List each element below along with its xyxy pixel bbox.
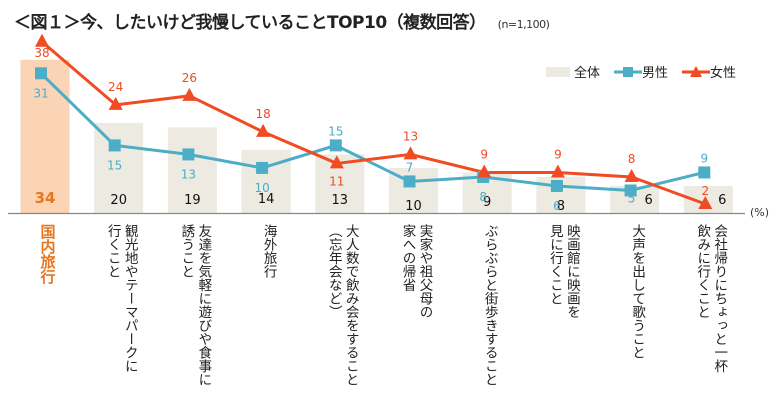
marker-male bbox=[624, 184, 637, 197]
marker-female bbox=[477, 164, 492, 178]
legend-item-male: 男性 bbox=[614, 62, 668, 81]
category-label: 観光地やテーマパークに 行くこと bbox=[104, 224, 138, 373]
marker-male bbox=[550, 179, 563, 192]
category-label: 友達を気軽に遊びや食事に 誘うこと bbox=[178, 224, 212, 386]
marker-male bbox=[256, 161, 269, 174]
female-value-label: 38 bbox=[34, 46, 49, 60]
male-value-label: 31 bbox=[33, 86, 48, 100]
female-value-label: 11 bbox=[329, 174, 344, 188]
marker-female bbox=[624, 168, 639, 182]
chart-title-text: ＜図１＞今、したいけど我慢していることTOP10（複数回答） bbox=[14, 13, 486, 33]
legend-label-male: 男性 bbox=[642, 66, 669, 81]
category-label: 大人数で飲み会をすること （忘年会など） bbox=[325, 224, 359, 386]
female-value-label: 26 bbox=[182, 71, 197, 85]
marker-male bbox=[329, 139, 342, 152]
male-value-label: 7 bbox=[406, 160, 414, 174]
legend-swatch-female bbox=[682, 65, 711, 77]
male-value-label: 10 bbox=[254, 181, 269, 195]
legend: 全体 男性 女性 bbox=[546, 62, 750, 81]
legend-label-overall: 全体 bbox=[574, 66, 601, 81]
male-value-label: 9 bbox=[700, 151, 708, 165]
female-value-label: 2 bbox=[701, 184, 709, 198]
bar-value-label: 19 bbox=[184, 193, 201, 208]
category-label: 国内旅行 bbox=[38, 224, 57, 284]
legend-item-overall: 全体 bbox=[546, 62, 600, 81]
female-value-label: 13 bbox=[403, 129, 418, 143]
marker-male bbox=[403, 175, 416, 188]
marker-female bbox=[329, 155, 344, 169]
unit-label: (%) bbox=[750, 206, 770, 219]
bar-value-label: 14 bbox=[258, 192, 275, 207]
male-value-label: 15 bbox=[107, 158, 122, 172]
category-label: 大声を出して歌うこと bbox=[629, 224, 646, 359]
marker-female bbox=[256, 123, 271, 137]
sample-size: (n=1,100) bbox=[497, 18, 550, 31]
bar-value-label: 6 bbox=[644, 193, 652, 208]
marker-female bbox=[182, 87, 197, 101]
legend-label-female: 女性 bbox=[710, 66, 737, 81]
category-label: 実家や祖父母の 家への帰省 bbox=[399, 224, 433, 319]
female-value-label: 8 bbox=[628, 152, 636, 166]
female-value-label: 9 bbox=[480, 147, 488, 161]
bar-overall bbox=[94, 122, 144, 213]
line-male bbox=[39, 72, 705, 192]
legend-swatch-male bbox=[614, 66, 643, 77]
category-label: 海外旅行 bbox=[260, 224, 277, 278]
female-value-label: 9 bbox=[554, 147, 562, 161]
chart-title: ＜図１＞今、したいけど我慢していることTOP10（複数回答） (n=1,100) bbox=[14, 8, 550, 33]
male-value-label: 6 bbox=[553, 199, 561, 213]
category-label: 会社帰りにちょっと一杯 飲みに行くこと bbox=[694, 224, 728, 373]
bar-value-label: 6 bbox=[718, 193, 726, 208]
bar-overall bbox=[20, 59, 70, 213]
marker-female bbox=[108, 96, 123, 110]
bar-value-label: 13 bbox=[332, 193, 349, 208]
legend-swatch-overall bbox=[546, 66, 570, 77]
male-value-label: 8 bbox=[479, 190, 487, 204]
bar-value-label: 9 bbox=[483, 195, 491, 210]
bar-overall bbox=[167, 127, 217, 213]
marker-male bbox=[35, 67, 47, 80]
bar-value-label: 10 bbox=[405, 199, 422, 214]
bar-value-label: 34 bbox=[35, 189, 56, 207]
category-label: 映画館に映画を 見に行くこと bbox=[546, 224, 580, 319]
marker-female bbox=[403, 146, 418, 160]
marker-male bbox=[108, 139, 121, 152]
marker-male bbox=[698, 166, 711, 179]
male-value-label: 13 bbox=[181, 167, 196, 181]
marker-female bbox=[698, 195, 713, 209]
marker-female bbox=[35, 33, 49, 47]
female-value-label: 18 bbox=[255, 107, 270, 121]
category-label: ぶらぶらと街歩きすること bbox=[481, 224, 498, 386]
bar-value-label: 20 bbox=[110, 193, 127, 208]
male-value-label: 15 bbox=[328, 124, 343, 138]
line-female bbox=[41, 40, 706, 206]
male-value-label: 5 bbox=[628, 191, 636, 205]
legend-item-female: 女性 bbox=[682, 62, 736, 81]
marker-male bbox=[182, 148, 195, 161]
female-value-label: 24 bbox=[108, 80, 123, 94]
bar-value-label: 8 bbox=[557, 199, 565, 214]
marker-female bbox=[550, 164, 565, 178]
